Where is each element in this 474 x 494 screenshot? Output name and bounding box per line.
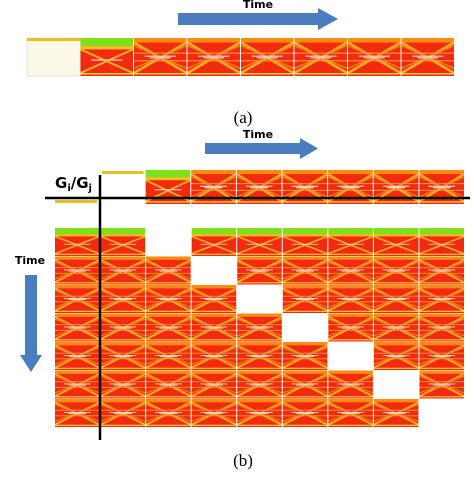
strip-a [26,37,454,77]
cell [373,313,419,342]
cell [55,342,100,370]
panel-label: (a) [234,108,253,127]
cell [328,399,373,427]
cell [191,399,237,427]
cell [237,256,282,285]
cell [100,342,146,370]
cell [282,285,328,313]
cell [146,256,191,285]
time-arrow-head [300,138,318,159]
cell [282,228,328,256]
cell [100,399,146,427]
cell [348,38,401,76]
cell [419,228,464,256]
cell [191,342,237,370]
cell [55,228,100,256]
cell [146,285,191,313]
cell [237,313,282,342]
cell [237,370,282,399]
cell [80,38,133,76]
cell-line [55,200,97,203]
cell [191,370,237,399]
cell [26,37,81,77]
cell [294,38,347,76]
cell [419,342,464,370]
arrow-label: Time [243,0,273,11]
cell [146,370,191,399]
cell [100,370,146,399]
cell [100,313,146,342]
cell [55,370,100,399]
panel-label: (b) [233,451,253,470]
time-arrow [25,275,37,355]
cell [100,285,146,313]
cell [282,399,328,427]
arrow-label: Time [15,254,45,267]
cell [373,342,419,370]
cell [134,38,187,76]
cell [282,370,328,399]
cell [187,38,240,76]
cell [328,370,373,399]
time-arrow-head [318,8,338,30]
cell [55,313,100,342]
cell [328,285,373,313]
cell [328,256,373,285]
cell [328,313,373,342]
cell [237,399,282,427]
cell [419,313,464,342]
time-arrow-head [20,355,42,372]
cell [373,399,419,427]
cell-line [27,38,81,41]
cell [146,313,191,342]
cell [419,285,464,313]
cell [191,285,237,313]
cell [282,342,328,370]
cell [237,228,282,256]
cell [100,228,146,256]
cell [419,256,464,285]
cell [191,313,237,342]
cell [146,399,191,427]
cell [419,370,464,399]
cell [55,256,100,285]
arrow-label: Time [243,128,273,141]
cell [100,256,146,285]
cell [55,399,100,427]
axis-label: Gi/Gj [55,174,92,194]
cell [55,285,100,313]
cell [282,256,328,285]
cell-line [102,171,144,174]
time-arrow [205,143,300,154]
cell [241,38,294,76]
cell [373,228,419,256]
time-arrow [178,13,318,25]
cell [146,342,191,370]
cell [373,256,419,285]
cell [328,228,373,256]
cell [401,38,454,76]
cell [373,285,419,313]
cell [191,228,237,256]
cell [237,342,282,370]
matrix [55,228,464,427]
